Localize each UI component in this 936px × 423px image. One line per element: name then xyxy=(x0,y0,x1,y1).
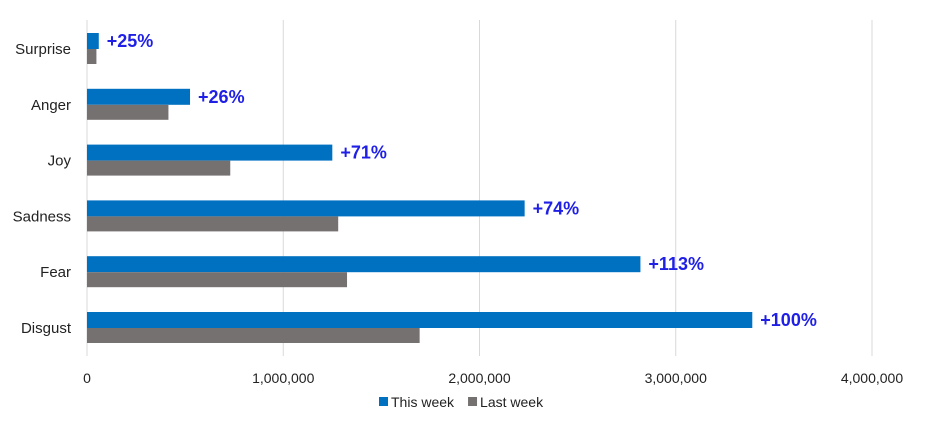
x-tick-label: 3,000,000 xyxy=(645,370,707,386)
bar-last-week xyxy=(87,328,420,343)
category-label: Joy xyxy=(48,153,72,170)
data-label: +100% xyxy=(760,310,817,330)
data-label: +25% xyxy=(107,31,154,51)
legend-swatch xyxy=(468,397,478,406)
x-tick-label: 2,000,000 xyxy=(448,370,510,386)
bar-last-week xyxy=(87,104,169,120)
bar-last-week xyxy=(87,272,348,288)
data-label: +71% xyxy=(340,143,387,163)
bar-this-week xyxy=(87,33,99,49)
bar-last-week xyxy=(87,216,339,232)
legend-label: Last week xyxy=(480,394,544,410)
bar-this-week xyxy=(87,256,641,273)
x-tick-label: 4,000,000 xyxy=(841,370,903,386)
category-label: Disgust xyxy=(21,320,72,337)
bar-this-week xyxy=(87,144,333,161)
legend-label: This week xyxy=(391,394,455,410)
category-label: Surprise xyxy=(15,41,71,58)
data-label: +74% xyxy=(533,198,580,218)
bar-last-week xyxy=(87,160,231,176)
bar-this-week xyxy=(87,88,191,105)
legend-swatch xyxy=(379,397,388,406)
category-label: Anger xyxy=(31,97,71,114)
bar-this-week xyxy=(87,312,753,328)
bar-last-week xyxy=(87,49,97,64)
category-label: Fear xyxy=(40,264,71,281)
data-label: +26% xyxy=(198,87,245,107)
x-tick-label: 0 xyxy=(83,370,91,386)
category-label: Sadness xyxy=(13,208,71,225)
bar-this-week xyxy=(87,200,525,217)
x-tick-label: 1,000,000 xyxy=(252,370,314,386)
data-label: +113% xyxy=(648,254,704,274)
